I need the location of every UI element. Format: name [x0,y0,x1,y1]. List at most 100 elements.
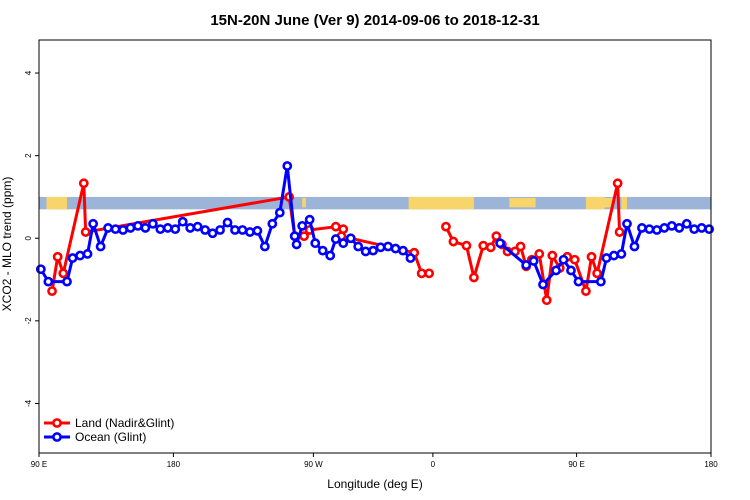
data-point [637,223,647,233]
data-point [155,224,166,235]
x-tick-label: 90 E [568,460,584,469]
plot-frame [38,39,712,454]
data-point [185,223,196,233]
data-point [325,250,336,261]
legend-marker [52,432,62,442]
data-point [88,218,99,229]
data-point [259,241,270,252]
data-point [82,249,93,259]
data-point [390,243,401,254]
data-point [245,227,255,237]
data-point [416,268,427,279]
data-point [674,223,685,233]
data-point [566,265,576,276]
data-point [659,223,670,233]
data-point [491,231,502,242]
data-point [616,249,627,259]
data-point [448,236,459,247]
band-land-segment [621,196,627,210]
data-point [622,218,632,229]
data-point [192,221,203,232]
data-point [614,227,625,237]
data-point [696,223,707,233]
data-point [43,276,54,287]
data-point [62,276,72,287]
data-point [230,225,240,235]
land-mask-band [39,196,711,210]
data-point [651,225,662,235]
legend: Land (Nadir&Glint)Ocean (Glint) [44,416,174,444]
data-point [383,241,393,252]
data-point [609,250,619,261]
data-point [629,241,640,252]
data-point [595,276,606,287]
x-tick-label: 180 [704,460,718,469]
data-point [133,220,143,231]
data-point [103,223,113,233]
data-point [147,218,158,229]
data-point [140,223,151,233]
data-point [398,245,408,256]
data-point [47,286,57,297]
data-point [478,240,489,251]
data-point [547,250,558,261]
data-point [52,251,63,262]
band-land-segment [585,196,605,210]
x-axis-label: Longitude (deg E) [327,477,422,491]
data-point [282,161,293,171]
data-point [521,260,532,270]
y-tick-label: -2 [24,317,33,325]
data-point [267,218,278,229]
data-point [317,245,328,256]
data-point [291,239,302,250]
data-point [485,242,496,253]
data-point [586,251,597,262]
data-point [375,242,386,253]
data-point [441,221,451,232]
x-tick-label: 0 [431,460,436,469]
data-point [528,256,539,266]
data-point [541,295,552,306]
data-point [495,238,505,249]
legend-label: Ocean (Glint) [75,430,146,444]
y-tick-label: 4 [24,70,33,75]
data-point [252,225,263,236]
legend-item: Land (Nadir&Glint) [44,416,174,430]
data-point [353,241,364,252]
x-tick-label: 90 W [304,460,323,469]
data-point [368,245,379,256]
band-land-segment [46,196,67,210]
data-point [612,178,623,189]
x-tick-label: 180 [167,460,181,469]
data-point [551,265,561,276]
legend-label: Land (Nadir&Glint) [75,416,174,430]
x-axis: 90 E 180 90 W 0 90 E 180 [31,453,718,469]
data-point [310,238,321,249]
data-point [558,254,569,265]
series-layer [35,161,715,306]
y-tick-label: 0 [24,235,33,240]
data-point [118,225,128,235]
data-point [75,250,85,261]
data-point [222,217,233,228]
band-land-segment [602,197,614,208]
series-ocean [35,161,715,290]
data-point [297,220,308,231]
chart-title: 15N-20N June (Ver 9) 2014-09-06 to 2018-… [210,12,539,29]
data-point [534,249,545,259]
data-point [338,238,349,249]
y-axis-label: XCO2 - MLO trend (ppm) [0,177,14,312]
y-tick-label: 2 [24,153,33,158]
data-point [304,214,315,225]
x-tick-label: 90 E [31,460,47,469]
band-ocean [39,196,711,210]
data-point [237,225,248,235]
data-point [215,225,225,235]
data-point [461,240,472,251]
data-point [515,241,526,252]
data-point [601,253,612,263]
data-point [110,224,121,235]
data-point [177,216,188,227]
band-land-segment [408,196,474,210]
